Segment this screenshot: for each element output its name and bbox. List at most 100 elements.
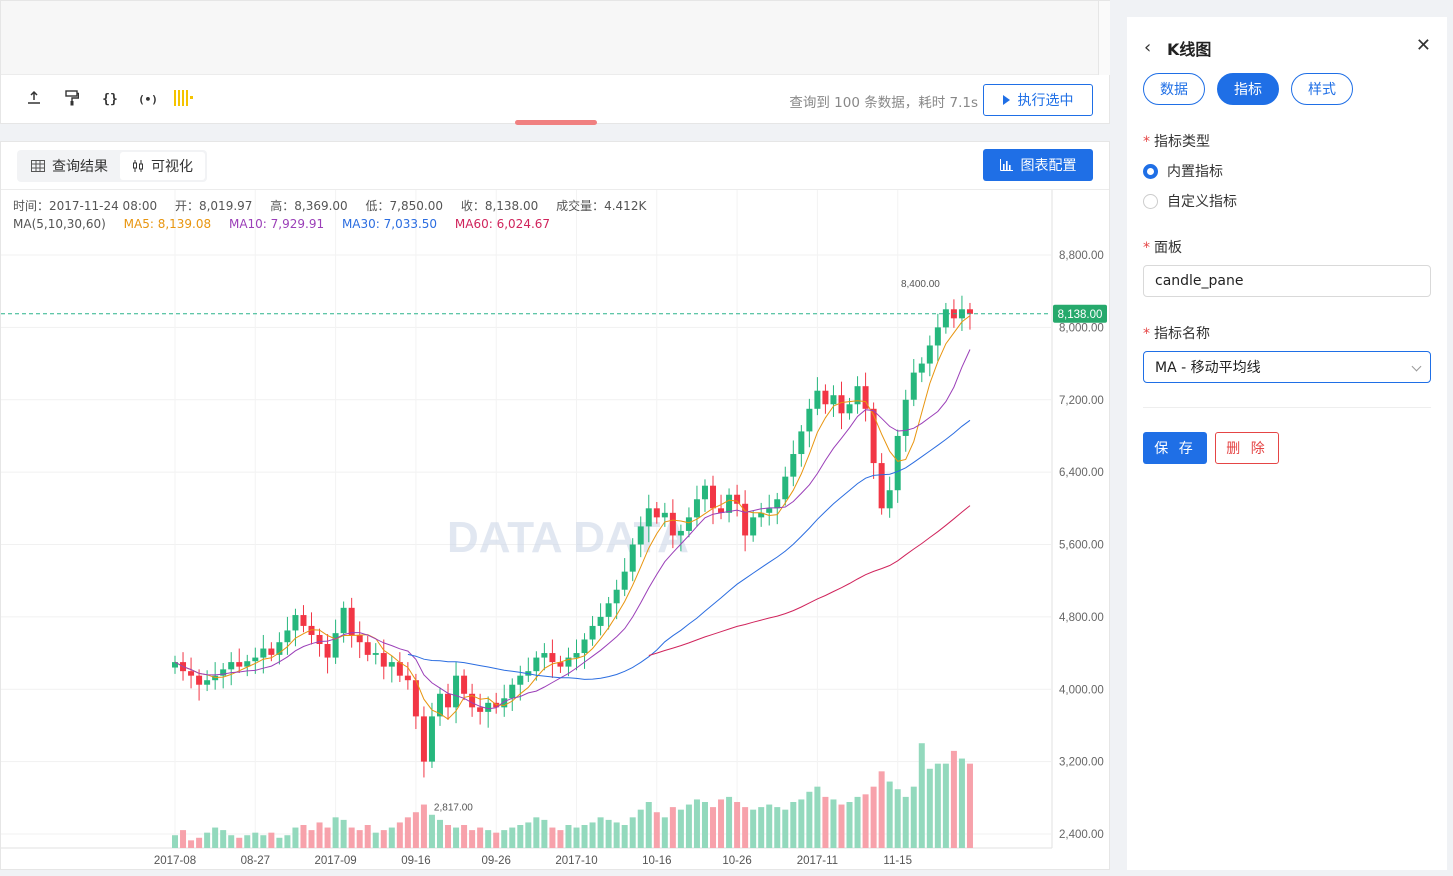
volume-bar	[180, 830, 187, 848]
volume-bar	[750, 809, 757, 848]
candle-body	[348, 607, 355, 635]
resize-handle[interactable]	[515, 120, 597, 125]
braces-icon[interactable]: {}	[102, 92, 118, 107]
volume-bar	[581, 825, 588, 848]
last-price-tag	[1053, 304, 1107, 323]
volume-bar	[308, 830, 315, 848]
candle-body	[838, 395, 845, 414]
volume-bar	[902, 796, 909, 848]
volume-bar	[485, 830, 492, 848]
candle-body	[669, 512, 676, 536]
format-painter-icon[interactable]	[61, 90, 83, 110]
y-tick-label: 7,200.00	[1059, 395, 1104, 407]
radio-custom[interactable]: 自定义指标	[1143, 191, 1237, 211]
volume-bar	[324, 827, 331, 848]
radio-builtin-dot[interactable]	[1143, 163, 1158, 179]
candle-body	[822, 390, 829, 405]
candlestick-icon	[133, 160, 143, 172]
volume-bar	[356, 830, 363, 848]
volume-bar	[846, 802, 853, 848]
candle-body	[324, 644, 331, 658]
volume-bar	[188, 840, 195, 848]
chart-config-label: 图表配置	[1020, 158, 1077, 174]
visualization-panel: 查询结果 可视化 图表配置 8,800.00 8,000.00 7,200.00 6,…	[0, 141, 1110, 870]
volume-bar	[653, 812, 660, 848]
candle-body	[356, 634, 363, 643]
volume-bar	[461, 825, 468, 848]
candle-body	[276, 642, 283, 655]
upload-icon[interactable]	[23, 90, 45, 110]
volume-bar	[404, 817, 411, 848]
candle-body	[718, 508, 725, 513]
candle-body	[252, 657, 259, 662]
tab-data[interactable]: 数据	[1143, 73, 1205, 105]
volume-bar	[645, 802, 652, 848]
candle-body	[364, 642, 371, 655]
tooltip-ma30: MA30: 7,033.50	[341, 217, 438, 231]
candle-body	[677, 530, 684, 536]
volume-bar	[637, 809, 644, 848]
candle-body	[549, 653, 556, 663]
candle-body	[404, 675, 411, 681]
volume-bar	[870, 786, 877, 848]
candle-body	[220, 669, 227, 676]
candle-body	[260, 648, 267, 658]
candle-body	[445, 693, 452, 708]
save-button[interactable]: 保 存	[1143, 432, 1207, 464]
candle-body	[340, 607, 347, 634]
volume-bar	[388, 827, 395, 848]
candle-body	[726, 494, 733, 513]
pane-label-text: 面板	[1154, 240, 1182, 256]
x-tick-label: 10-16	[642, 855, 671, 867]
editor-toolbar: {} (•) 查询到 100 条数据，耗时 7.1s 执行选中	[1, 76, 1109, 124]
code-editor[interactable]	[1, 1, 1098, 75]
volume-bar	[332, 817, 339, 848]
volume-bar	[252, 832, 259, 848]
tab-query-result-label: 查询结果	[52, 159, 108, 175]
candle-body	[661, 512, 668, 518]
candle-body	[918, 363, 925, 373]
indicator-name-text: 指标名称	[1154, 326, 1210, 342]
editor-scrollbar[interactable]	[1098, 1, 1110, 75]
tooltip-close: 收：8,138.00	[460, 199, 539, 213]
volume-bar	[718, 799, 725, 848]
play-icon	[1002, 95, 1010, 105]
volume-bar	[966, 763, 973, 848]
back-icon[interactable]: ‹	[1144, 37, 1152, 58]
volume-bar	[276, 837, 283, 848]
volume-bar	[878, 771, 885, 848]
volume-bar	[477, 827, 484, 848]
variable-icon[interactable]: (•)	[138, 93, 158, 106]
volume-bar	[509, 827, 516, 848]
indicator-name-select[interactable]: MA - 移动平均线	[1143, 351, 1431, 383]
volume-bar	[605, 819, 612, 848]
volume-bar	[734, 802, 741, 848]
volume-bar	[862, 794, 869, 848]
volume-bar	[774, 807, 781, 848]
candle-body	[316, 634, 323, 645]
y-tick-label: 4,000.00	[1059, 684, 1104, 696]
volume-bar	[445, 825, 452, 848]
tab-visualization[interactable]: 可视化	[120, 152, 205, 180]
tab-style[interactable]: 样式	[1291, 73, 1353, 105]
volume-bar	[629, 817, 636, 848]
close-icon[interactable]: ✕	[1415, 35, 1431, 56]
candlestick-chart[interactable]: 8,800.00 8,000.00 7,200.00 6,400.00 5,600.00…	[1, 190, 1109, 870]
delete-button[interactable]: 删 除	[1215, 432, 1279, 464]
candle-body	[396, 662, 403, 676]
pane-input[interactable]: candle_pane	[1143, 265, 1431, 297]
barcode-icon[interactable]	[173, 90, 195, 110]
candle-body	[172, 662, 178, 668]
chart-config-button[interactable]: 图表配置	[983, 149, 1093, 181]
volume-bar	[565, 825, 572, 848]
tab-indicator[interactable]: 指标	[1217, 73, 1279, 105]
tooltip-ma60: MA60: 6,024.67	[454, 217, 551, 231]
tab-query-result[interactable]: 查询结果	[19, 152, 120, 180]
run-selected-button[interactable]: 执行选中	[983, 84, 1093, 116]
candle-body	[380, 653, 387, 667]
volume-bar	[364, 825, 371, 848]
radio-custom-dot[interactable]	[1143, 193, 1158, 209]
radio-builtin[interactable]: 内置指标	[1143, 161, 1223, 181]
candle-body	[292, 615, 299, 631]
tooltip-ma-title: MA(5,10,30,60)	[13, 217, 106, 231]
